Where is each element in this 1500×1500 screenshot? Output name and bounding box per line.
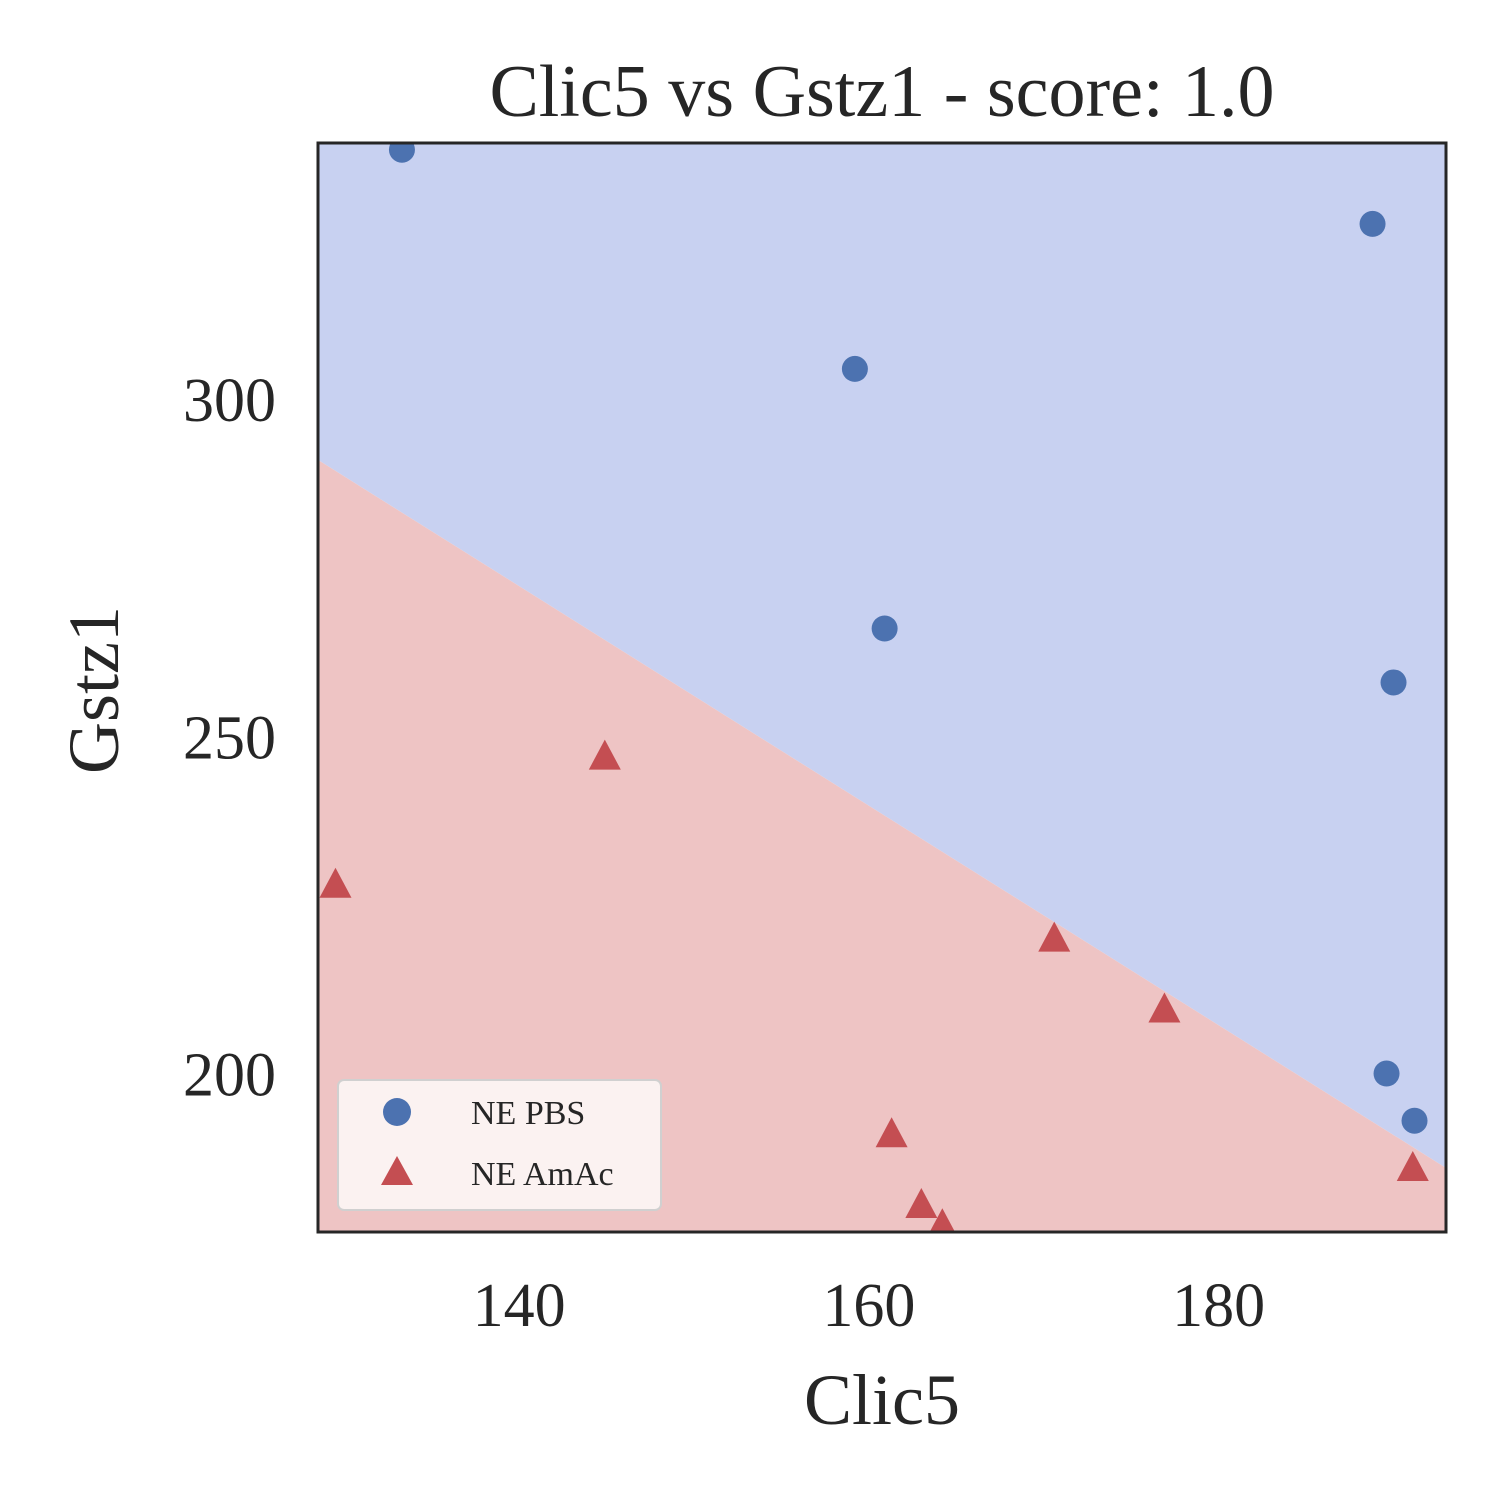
ne-pbs-point [841,355,868,382]
ne-amac-point [1038,921,1071,952]
y-axis-label: Gstz1 [54,606,134,774]
ne-pbs-point [1359,210,1386,237]
ne-amac-point [875,1117,908,1148]
x-tick-label: 140 [473,1272,566,1340]
legend-label-ne-pbs: NE PBS [471,1095,585,1132]
x-axis-label: Clic5 [804,1360,960,1440]
ne-pbs-point [1401,1107,1428,1134]
legend-box [337,1079,662,1211]
ne-pbs-point [1373,1060,1400,1087]
y-tick-label: 300 [183,367,276,435]
plot-frame [316,141,1448,1234]
x-axis-ticks: 140 160 180 [473,1272,1266,1340]
ne-amac-point [929,1208,955,1232]
y-axis-ticks: 200 250 300 [183,367,276,1109]
legend: NE PBS NE AmAc [337,1079,662,1211]
ne-pbs-point [871,615,898,642]
legend-marker-ne-amac [381,1156,413,1185]
ne-pbs-point [388,143,415,163]
legend-label-ne-amac: NE AmAc [471,1156,614,1193]
region-ne-amac [318,459,1446,1232]
data-points [319,143,1429,1232]
y-tick-label: 200 [183,1042,276,1110]
ne-amac-point [905,1188,938,1219]
ne-amac-point [588,739,621,770]
region-ne-pbs [318,143,1446,1168]
ne-amac-point [1396,1150,1429,1181]
legend-marker-ne-pbs [383,1098,411,1126]
x-tick-label: 180 [1172,1272,1265,1340]
plot-area [318,143,1446,1232]
chart-title: Clic5 vs Gstz1 - score: 1.0 [489,51,1274,133]
ne-amac-point [319,867,352,898]
ne-pbs-point [1380,669,1407,696]
ne-amac-point [1148,992,1181,1023]
y-tick-label: 250 [183,704,276,772]
x-tick-label: 160 [822,1272,915,1340]
